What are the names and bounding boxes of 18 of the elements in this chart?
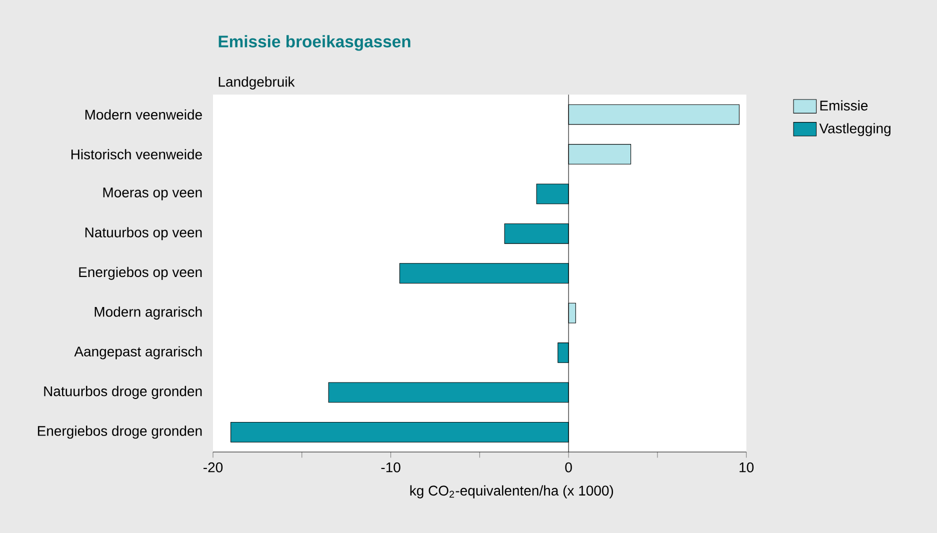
y-tick-label: Natuurbos droge gronden — [44, 386, 202, 399]
x-axis-title: kg CO$_{2}$-equivalenten/ha (x 1000) — [410, 485, 614, 498]
y-tick-label: Modern veenweide — [85, 109, 202, 120]
y-tick-label: Aangepast agrarisch — [74, 346, 202, 360]
chart-title: Emissie broeikasgassen — [218, 35, 410, 51]
legend-label: Vastlegging — [819, 123, 890, 136]
y-tick-label: Natuurbos op veen — [85, 227, 202, 240]
text: Landgebruik — [218, 76, 295, 90]
y-tick-label: Energiebos op veen — [79, 266, 202, 280]
y-tick-label: Energiebos droge gronden — [38, 426, 202, 439]
x-tick-label: 10 — [740, 462, 754, 472]
y-tick-label: Moeras op veen — [103, 188, 202, 200]
y-tick-label: Historisch veenweide — [71, 149, 202, 160]
legend-label: Emissie — [820, 100, 868, 111]
y-tick-label: Modern agrarisch — [94, 306, 202, 320]
x-tick-label: -10 — [381, 462, 400, 472]
x-tick-label: -20 — [204, 462, 223, 472]
x-tick-label: 0 — [565, 462, 572, 472]
